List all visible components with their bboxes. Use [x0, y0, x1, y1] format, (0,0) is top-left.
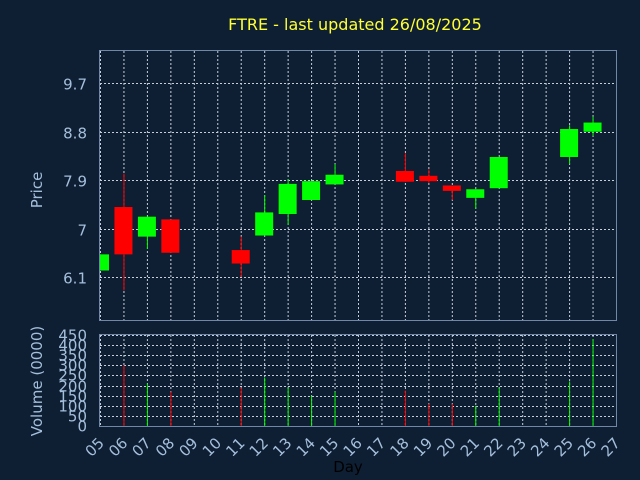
candle-body-06 [114, 207, 133, 255]
price-candles [100, 116, 602, 291]
x-tick-label: 20 [433, 434, 459, 460]
x-tick-label: 14 [293, 434, 319, 460]
x-tick-label: 10 [199, 434, 225, 460]
volume-bars [123, 339, 594, 426]
candle-body-25 [560, 129, 579, 157]
volume-tick-label: 150 [58, 388, 87, 406]
volume-tick-label: 400 [58, 337, 87, 355]
candle-body-11 [231, 250, 250, 264]
price-tick-label: 8.8 [63, 125, 87, 143]
x-tick-label: 22 [480, 434, 506, 460]
volume-grid [100, 335, 617, 427]
volume-axis-label: Volume (0000) [28, 326, 46, 436]
candle-body-19 [419, 175, 438, 182]
price-tick-label: 6.1 [63, 270, 87, 288]
x-tick-label: 08 [152, 434, 178, 460]
x-tick-label: 17 [363, 434, 389, 460]
price-axis-label: Price [28, 172, 46, 209]
price-tick-label: 7.9 [63, 173, 87, 191]
price-grid [100, 51, 617, 320]
volume-tick-label: 450 [58, 327, 87, 345]
x-tick-label: 21 [457, 434, 483, 460]
x-tick-label: 26 [574, 434, 600, 460]
chart-title: FTRE - last updated 26/08/2025 [228, 15, 482, 34]
x-tick-label: 27 [598, 434, 624, 460]
candle-body-13 [278, 183, 297, 215]
volume-tick-label: 300 [58, 357, 87, 375]
volume-tick-label: 250 [58, 367, 87, 385]
candle-body-14 [302, 181, 321, 201]
x-tick-label: 24 [527, 434, 553, 460]
x-tick-label: 13 [269, 434, 295, 460]
volume-tick-label: 50 [68, 408, 87, 426]
volume-tick-label: 350 [58, 347, 87, 365]
price-tick-label: 9.7 [63, 76, 87, 94]
candle-body-22 [489, 156, 508, 189]
volume-panel-frame [99, 334, 617, 427]
x-tick-label: 23 [504, 434, 530, 460]
price-tick-label: 7 [77, 222, 87, 240]
volume-tick-label: 0 [77, 418, 87, 436]
candle-body-15 [325, 174, 344, 185]
x-tick-label: 19 [410, 434, 436, 460]
x-tick-label: 09 [175, 434, 201, 460]
x-tick-label: 25 [551, 434, 577, 460]
x-tick-label: 16 [340, 434, 366, 460]
x-tick-label: 15 [316, 434, 342, 460]
candle-body-26 [583, 122, 602, 132]
x-tick-labels: 0506070809101112131415161718192021222324… [82, 434, 624, 460]
x-tick-label: 11 [222, 434, 248, 460]
x-tick-label: 06 [105, 434, 131, 460]
x-tick-label: 07 [129, 434, 155, 460]
candle-body-08 [161, 219, 180, 253]
candle-body-18 [395, 170, 414, 182]
candle-body-05 [100, 254, 109, 271]
x-tick-label: 12 [246, 434, 272, 460]
price-y-tick-labels: 9.7 8.8 7.9 7 6.1 [63, 76, 87, 288]
candle-body-12 [255, 212, 274, 236]
price-panel-frame [99, 50, 617, 321]
x-axis-label: Day [333, 458, 363, 476]
x-tick-label: 05 [82, 434, 108, 460]
volume-tick-label: 100 [58, 398, 87, 416]
x-tick-label: 18 [387, 434, 413, 460]
candle-body-20 [442, 185, 461, 191]
candle-body-21 [466, 189, 485, 198]
volume-tick-label: 200 [58, 378, 87, 396]
candle-body-07 [137, 216, 156, 237]
